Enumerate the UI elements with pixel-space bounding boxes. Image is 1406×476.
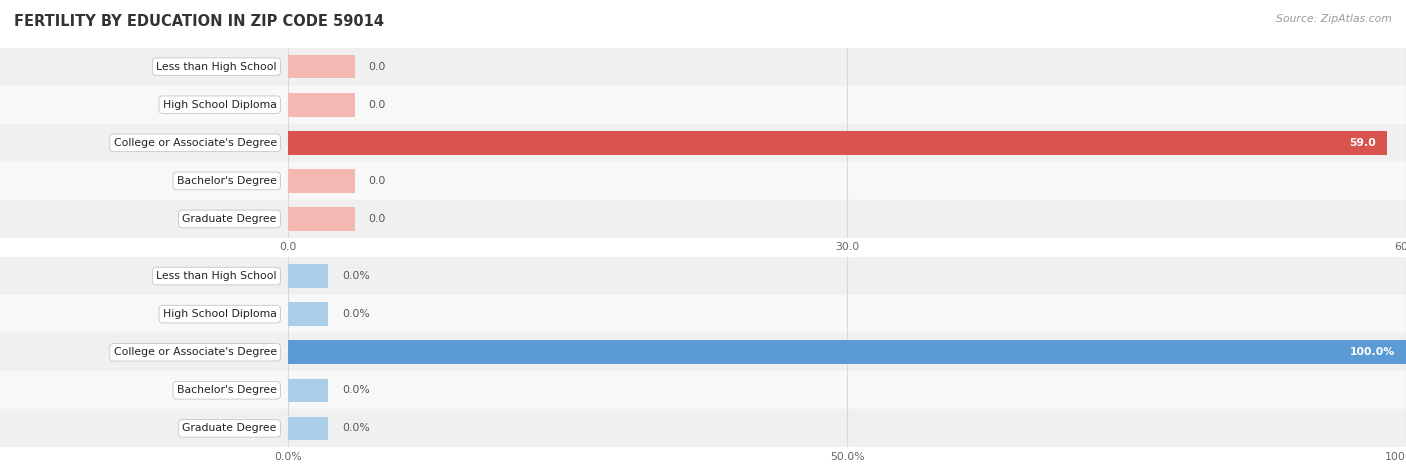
Bar [0,162,1406,200]
Text: FERTILITY BY EDUCATION IN ZIP CODE 59014: FERTILITY BY EDUCATION IN ZIP CODE 59014 [14,14,384,30]
Text: 0.0%: 0.0% [342,385,370,396]
Bar [288,340,1406,364]
Bar [0,86,1406,124]
Bar [0,124,1406,162]
Bar [0,295,1406,333]
Bar [288,55,356,79]
Text: 0.0%: 0.0% [342,423,370,434]
Bar [288,207,356,231]
Bar [0,333,1406,371]
Text: 0.0: 0.0 [368,176,387,186]
Text: 0.0%: 0.0% [342,271,370,281]
Text: College or Associate's Degree: College or Associate's Degree [114,138,277,148]
Text: Bachelor's Degree: Bachelor's Degree [177,385,277,396]
Text: Less than High School: Less than High School [156,271,277,281]
Bar [288,93,356,117]
Text: 0.0: 0.0 [368,61,387,72]
Bar [288,416,329,440]
Text: High School Diploma: High School Diploma [163,309,277,319]
Text: Bachelor's Degree: Bachelor's Degree [177,176,277,186]
Text: 0.0: 0.0 [368,214,387,224]
Bar [288,169,356,193]
Text: 0.0%: 0.0% [342,309,370,319]
Text: Less than High School: Less than High School [156,61,277,72]
Text: 100.0%: 100.0% [1350,347,1395,357]
Bar [288,264,329,288]
Text: 59.0: 59.0 [1350,138,1376,148]
Text: Source: ZipAtlas.com: Source: ZipAtlas.com [1277,14,1392,24]
Bar [288,378,329,402]
Bar [0,48,1406,86]
Text: Graduate Degree: Graduate Degree [183,214,277,224]
Bar [0,371,1406,409]
Bar [0,257,1406,295]
Bar [0,200,1406,238]
Text: 0.0: 0.0 [368,99,387,110]
Text: Graduate Degree: Graduate Degree [183,423,277,434]
Text: College or Associate's Degree: College or Associate's Degree [114,347,277,357]
Bar [0,409,1406,447]
Bar [288,131,1388,155]
Text: High School Diploma: High School Diploma [163,99,277,110]
Bar [288,302,329,326]
